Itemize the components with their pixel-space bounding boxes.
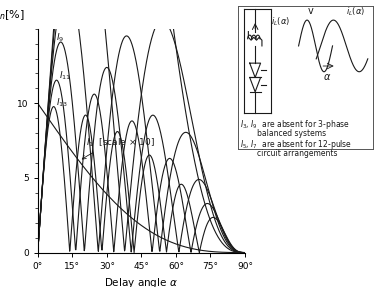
Text: $I_{13}$: $I_{13}$ — [56, 97, 68, 109]
Text: circuit arrangements: circuit arrangements — [256, 149, 337, 158]
Text: $I_3$, $I_9$  are absent for 3-phase: $I_3$, $I_9$ are absent for 3-phase — [240, 118, 350, 131]
Y-axis label: $I_n$[%]: $I_n$[%] — [0, 8, 25, 22]
Text: v: v — [308, 6, 314, 16]
Text: balanced systems: balanced systems — [256, 129, 326, 138]
X-axis label: Delay angle $\alpha$: Delay angle $\alpha$ — [104, 276, 178, 287]
Text: $I_1$  [scale $\times$ 10]: $I_1$ [scale $\times$ 10] — [82, 136, 155, 159]
Text: $I_{11}$: $I_{11}$ — [59, 70, 71, 82]
Text: $I_9$: $I_9$ — [56, 32, 64, 44]
Text: $I_5$, $I_7$  are absent for 12-pulse: $I_5$, $I_7$ are absent for 12-pulse — [240, 138, 352, 151]
Text: $\alpha$: $\alpha$ — [323, 72, 331, 82]
Text: $i_L(\alpha)$: $i_L(\alpha)$ — [271, 15, 291, 28]
Text: $i_L(\alpha)$: $i_L(\alpha)$ — [346, 5, 365, 18]
